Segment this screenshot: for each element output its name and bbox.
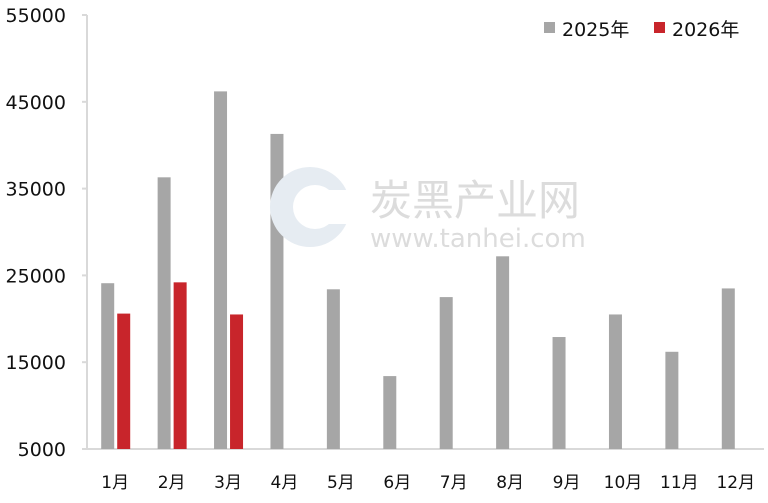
x-tick-label: 11月 bbox=[660, 473, 699, 493]
legend-label: 2025年 bbox=[562, 19, 629, 41]
bar-2026年-2月 bbox=[173, 282, 187, 449]
x-tick-label: 8月 bbox=[496, 473, 524, 493]
bar-2025年-12月 bbox=[721, 288, 735, 449]
y-tick-label: 25000 bbox=[6, 265, 66, 287]
x-tick-label: 6月 bbox=[383, 473, 411, 493]
bar-2025年-5月 bbox=[326, 289, 340, 449]
legend-swatch bbox=[654, 22, 665, 33]
bar-2026年-3月 bbox=[230, 314, 244, 449]
bar-2026年-1月 bbox=[117, 313, 131, 449]
bar-2025年-7月 bbox=[439, 297, 453, 449]
legend-label: 2026年 bbox=[672, 19, 739, 41]
bar-2025年-8月 bbox=[496, 256, 510, 449]
y-tick-label: 35000 bbox=[6, 179, 66, 201]
bar-2025年-9月 bbox=[552, 337, 566, 449]
x-tick-label: 10月 bbox=[604, 473, 643, 493]
x-tick-label: 12月 bbox=[716, 473, 755, 493]
y-tick-label: 15000 bbox=[6, 352, 66, 374]
x-tick-label: 2月 bbox=[158, 473, 186, 493]
legend-swatch bbox=[544, 22, 555, 33]
x-tick-label: 1月 bbox=[101, 473, 129, 493]
x-tick-label: 7月 bbox=[440, 473, 468, 493]
bar-2025年-11月 bbox=[665, 351, 679, 449]
bar-2025年-3月 bbox=[214, 91, 228, 449]
bar-2025年-1月 bbox=[101, 283, 115, 449]
x-tick-label: 5月 bbox=[327, 473, 355, 493]
x-tick-label: 3月 bbox=[214, 473, 242, 493]
y-tick-label: 55000 bbox=[6, 5, 66, 27]
x-tick-label: 9月 bbox=[553, 473, 581, 493]
y-tick-label: 45000 bbox=[6, 92, 66, 114]
bar-2025年-2月 bbox=[157, 177, 171, 450]
y-tick-label: 5000 bbox=[18, 439, 66, 461]
bar-2025年-4月 bbox=[270, 133, 284, 449]
bar-2025年-10月 bbox=[608, 314, 622, 449]
bar-2025年-6月 bbox=[383, 376, 397, 449]
x-tick-label: 4月 bbox=[271, 473, 299, 493]
